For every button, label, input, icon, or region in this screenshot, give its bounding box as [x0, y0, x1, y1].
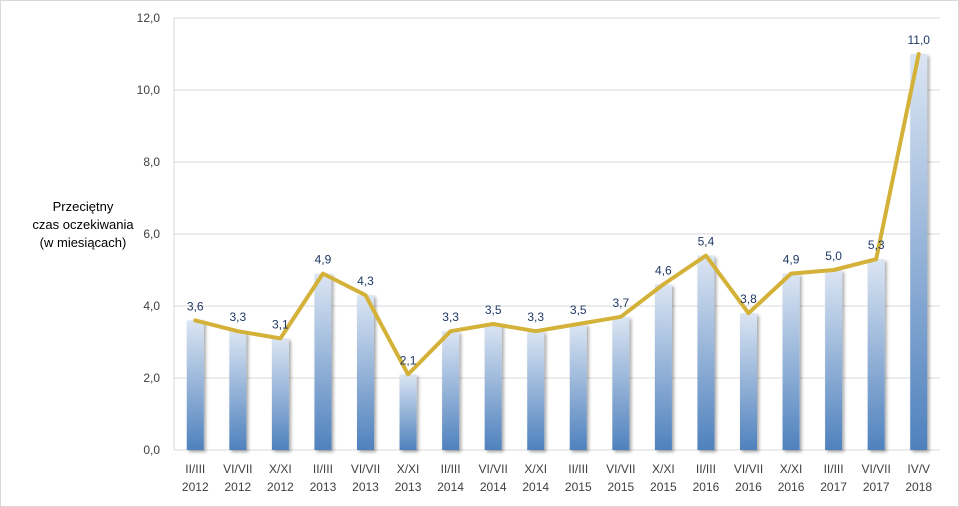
- data-label: 4,6: [655, 263, 672, 277]
- bar: [271, 338, 289, 450]
- data-label: 11,0: [907, 33, 930, 47]
- data-label: 5,0: [825, 249, 842, 263]
- x-tick-label-year: 2012: [224, 480, 251, 494]
- x-tick-label-period: IV/V: [907, 462, 930, 476]
- x-tick-label-year: 2013: [352, 480, 379, 494]
- x-tick-label-period: II/III: [185, 462, 205, 476]
- y-tick-label: 0,0: [143, 443, 160, 457]
- x-tick-label-year: 2014: [480, 480, 507, 494]
- x-tick-label-year: 2017: [820, 480, 847, 494]
- y-tick-label: 10,0: [137, 83, 161, 97]
- x-tick-label-period: VI/VII: [351, 462, 380, 476]
- data-label: 3,6: [187, 299, 204, 313]
- x-tick-label-period: II/III: [313, 462, 333, 476]
- x-tick-label-period: X/XI: [652, 462, 675, 476]
- x-tick-label-year: 2016: [693, 480, 720, 494]
- y-axis-label: Przeciętny czas oczekiwania (w miesiącac…: [18, 198, 148, 252]
- bar: [357, 295, 374, 450]
- y-axis-label-line-3: (w miesiącach): [39, 235, 127, 250]
- x-tick-label-year: 2012: [182, 480, 209, 494]
- x-tick-label-period: X/XI: [397, 462, 420, 476]
- data-label: 3,1: [272, 317, 289, 331]
- data-label: 3,8: [740, 292, 757, 306]
- x-tick-label-period: X/XI: [780, 462, 803, 476]
- x-tick-label-period: II/III: [824, 462, 844, 476]
- bar: [740, 313, 757, 450]
- x-tick-label-year: 2018: [905, 480, 932, 494]
- x-tick-label-year: 2014: [437, 480, 464, 494]
- x-tick-label-period: VI/VII: [223, 462, 252, 476]
- x-tick-label-year: 2015: [650, 480, 677, 494]
- data-label: 3,5: [570, 303, 587, 317]
- bar: [314, 273, 332, 450]
- data-label: 4,9: [783, 253, 800, 267]
- data-label: 3,3: [442, 310, 459, 324]
- y-tick-label: 12,0: [137, 11, 161, 25]
- x-tick-label-period: VI/VII: [861, 462, 890, 476]
- x-tick-label-year: 2013: [310, 480, 337, 494]
- x-tick-label-period: II/III: [441, 462, 461, 476]
- x-tick-label-year: 2017: [863, 480, 890, 494]
- y-tick-label: 6,0: [143, 227, 160, 241]
- x-tick-label-year: 2013: [395, 480, 422, 494]
- bar: [612, 316, 630, 450]
- bar: [867, 259, 885, 450]
- x-tick-label-period: II/III: [568, 462, 588, 476]
- x-tick-label-year: 2015: [565, 480, 592, 494]
- y-tick-label: 8,0: [143, 155, 160, 169]
- x-tick-label-period: II/III: [696, 462, 716, 476]
- bar: [697, 255, 715, 450]
- bar: [654, 284, 672, 450]
- bar: [484, 324, 502, 450]
- x-tick-label-year: 2015: [607, 480, 634, 494]
- data-label: 3,3: [527, 310, 544, 324]
- bar: [910, 54, 928, 450]
- x-tick-label-year: 2012: [267, 480, 294, 494]
- bar: [825, 270, 843, 450]
- bar: [527, 331, 545, 450]
- bar: [229, 331, 247, 450]
- y-tick-label: 4,0: [143, 299, 160, 313]
- y-tick-label: 2,0: [143, 371, 160, 385]
- bar: [569, 324, 587, 450]
- data-label: 3,5: [485, 303, 502, 317]
- x-tick-label-period: VI/VII: [734, 462, 763, 476]
- bar: [186, 320, 204, 450]
- data-label: 4,9: [315, 253, 332, 267]
- data-label: 3,3: [229, 310, 246, 324]
- x-tick-label-year: 2016: [735, 480, 762, 494]
- bar: [782, 273, 800, 450]
- data-label: 4,3: [357, 274, 374, 288]
- data-label: 5,3: [868, 238, 885, 252]
- y-axis-label-line-2: czas oczekiwania: [32, 217, 134, 232]
- x-tick-label-period: X/XI: [269, 462, 292, 476]
- x-tick-label-period: VI/VII: [478, 462, 507, 476]
- y-axis-label-line-1: Przeciętny: [52, 199, 114, 214]
- data-label: 5,4: [698, 235, 715, 249]
- data-label: 2,1: [400, 353, 417, 367]
- bar: [442, 331, 460, 450]
- data-label: 3,7: [612, 296, 629, 310]
- x-tick-label-period: VI/VII: [606, 462, 635, 476]
- x-tick-label-period: X/XI: [524, 462, 547, 476]
- bar: [399, 374, 417, 450]
- x-tick-label-year: 2014: [522, 480, 549, 494]
- series-line: [193, 52, 921, 377]
- x-tick-label-year: 2016: [778, 480, 805, 494]
